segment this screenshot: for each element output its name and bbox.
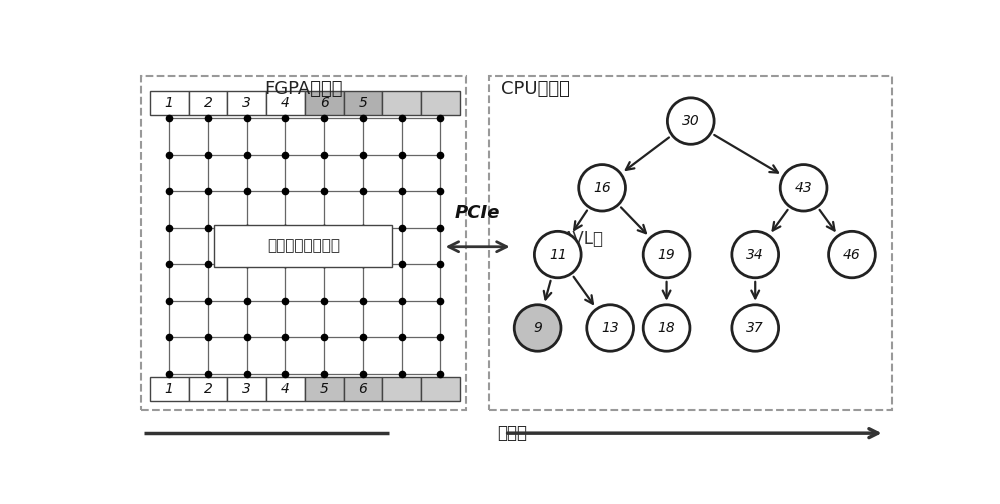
Text: 5: 5 [358, 96, 367, 110]
Text: 1: 1 [165, 382, 174, 396]
Bar [382, 91, 421, 114]
Text: CPU上大表: CPU上大表 [501, 80, 570, 98]
Text: 4: 4 [281, 96, 290, 110]
Text: 2: 2 [203, 96, 212, 110]
Text: 3: 3 [242, 382, 251, 396]
Circle shape [643, 305, 690, 351]
Circle shape [534, 231, 581, 278]
Circle shape [514, 305, 561, 351]
Text: 46: 46 [843, 247, 861, 262]
Bar [150, 91, 189, 114]
Text: FGPA上小表: FGPA上小表 [264, 80, 342, 98]
Bar [214, 225, 392, 267]
Bar [421, 91, 460, 114]
Text: 3: 3 [242, 96, 251, 110]
Text: 19: 19 [658, 247, 675, 262]
Bar [227, 91, 266, 114]
Text: 11: 11 [549, 247, 567, 262]
Bar [305, 91, 344, 114]
Text: AVL树: AVL树 [563, 230, 604, 248]
Circle shape [732, 231, 779, 278]
Circle shape [587, 305, 634, 351]
Bar [344, 377, 382, 401]
Text: 13: 13 [601, 321, 619, 335]
Circle shape [579, 165, 625, 211]
Text: 1: 1 [165, 96, 174, 110]
Circle shape [780, 165, 827, 211]
Bar [421, 377, 460, 401]
Text: 18: 18 [658, 321, 675, 335]
Text: 9: 9 [533, 321, 542, 335]
Bar [227, 377, 266, 401]
Bar [489, 76, 892, 410]
Text: 6: 6 [358, 382, 367, 396]
Text: 2: 2 [203, 382, 212, 396]
Bar [344, 91, 382, 114]
Text: 硬件双调排序方法: 硬件双调排序方法 [267, 238, 340, 254]
Circle shape [667, 98, 714, 144]
Text: PCIe: PCIe [455, 204, 500, 222]
Text: 43: 43 [795, 181, 812, 195]
Circle shape [732, 305, 779, 351]
Bar [150, 377, 189, 401]
Text: 6: 6 [320, 96, 329, 110]
Bar [140, 76, 466, 410]
Text: 37: 37 [746, 321, 764, 335]
Bar [266, 377, 305, 401]
Bar [266, 91, 305, 114]
Bar [382, 377, 421, 401]
Bar [305, 377, 344, 401]
Bar [189, 91, 227, 114]
Circle shape [643, 231, 690, 278]
Text: 30: 30 [682, 114, 700, 128]
Text: 16: 16 [593, 181, 611, 195]
Text: 有序表: 有序表 [498, 424, 528, 442]
Circle shape [829, 231, 875, 278]
Text: 5: 5 [320, 382, 329, 396]
Text: 4: 4 [281, 382, 290, 396]
Text: 34: 34 [746, 247, 764, 262]
Bar [189, 377, 227, 401]
